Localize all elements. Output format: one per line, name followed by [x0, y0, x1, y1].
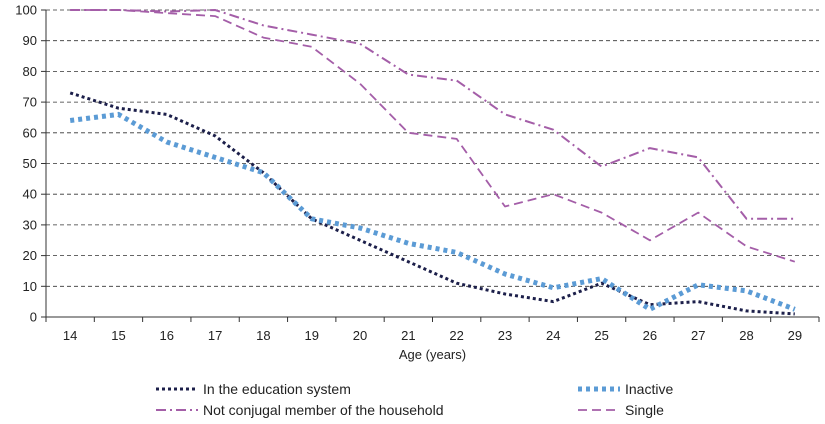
x-tick-label: 17 — [208, 328, 222, 343]
x-tick-label: 26 — [643, 328, 657, 343]
legend-label: Single — [625, 402, 664, 418]
x-tick-label: 25 — [594, 328, 608, 343]
x-tick-label: 29 — [788, 328, 802, 343]
x-tick-label: 22 — [449, 328, 463, 343]
gridlines — [46, 9, 819, 287]
y-tick-label: 90 — [23, 33, 37, 48]
y-tick-label: 50 — [23, 156, 37, 171]
y-tick-label: 30 — [23, 217, 37, 232]
x-tick-label: 19 — [304, 328, 318, 343]
y-tick-label: 10 — [23, 279, 37, 294]
legend-label: Not conjugal member of the household — [203, 402, 443, 418]
x-tick-label: 24 — [546, 328, 560, 343]
y-tick-label: 80 — [23, 64, 37, 79]
x-tick-label: 14 — [63, 328, 77, 343]
x-tick-label: 20 — [353, 328, 367, 343]
y-tick-label: 70 — [23, 95, 37, 110]
x-tick-label: 21 — [401, 328, 415, 343]
legend-label: Inactive — [625, 381, 673, 397]
series-line-3 — [70, 9, 796, 263]
x-axis-title: Age (years) — [399, 347, 466, 362]
y-tick-label: 20 — [23, 248, 37, 263]
y-tick-label: 40 — [23, 187, 37, 202]
x-tick-labels: 14 15 16 17 18 19 20 21 22 23 24 25 26 27 28 29 — [63, 328, 802, 343]
series-line-2 — [70, 9, 795, 220]
y-tick-labels: 0 10 20 30 40 50 60 70 80 90 100 — [15, 3, 37, 325]
x-tick-label: 16 — [160, 328, 174, 343]
x-tick-label: 28 — [739, 328, 753, 343]
y-tick-label: 100 — [15, 3, 37, 18]
x-tick-label: 27 — [691, 328, 705, 343]
series-line-1 — [69, 111, 796, 312]
series-lines — [69, 9, 796, 316]
legend: In the education system Inactive Not conju… — [156, 381, 673, 418]
legend-label: In the education system — [203, 381, 351, 397]
series-line-0 — [69, 91, 795, 316]
y-tick-label: 60 — [23, 125, 37, 140]
y-tick-label: 0 — [30, 310, 37, 325]
axes — [41, 9, 820, 322]
x-tick-label: 23 — [498, 328, 512, 343]
x-tick-label: 18 — [256, 328, 270, 343]
x-tick-label: 15 — [111, 328, 125, 343]
